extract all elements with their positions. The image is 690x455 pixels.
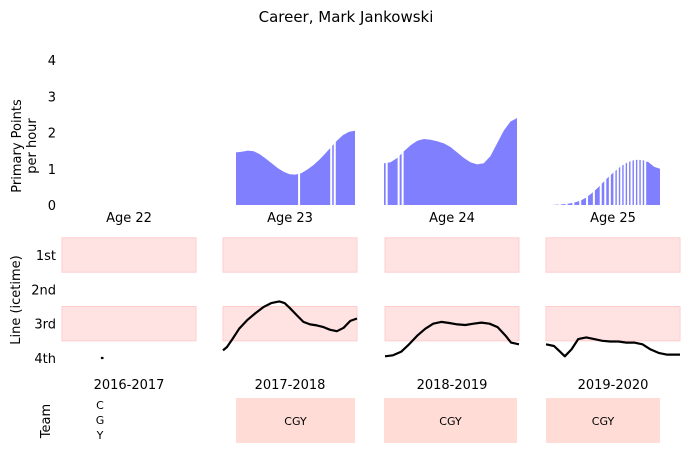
third-line-band	[61, 306, 197, 342]
team-name: CGY	[439, 415, 462, 428]
team-name: CGY	[592, 415, 615, 428]
team-y-label: Team	[39, 404, 54, 439]
season-panel: Age 22 2016-2017 CGY	[61, 211, 197, 442]
team-letter: Y	[96, 429, 104, 442]
season-panel: Age 23 2017-2018 CGY	[222, 60, 358, 443]
first-line-band	[222, 237, 358, 273]
line-y-tick-label: 3rd	[34, 318, 56, 333]
area-y-tick-label: 3	[48, 90, 56, 105]
first-line-band	[61, 237, 197, 273]
age-label: Age 24	[429, 211, 475, 226]
team-y-axis-label: Team	[39, 404, 54, 439]
line-y-label: Line (icetime)	[9, 255, 24, 345]
team-letter: G	[96, 414, 105, 427]
area-y-tick-label: 2	[48, 127, 56, 142]
team-letter: C	[96, 399, 104, 412]
season-label: 2018-2019	[417, 378, 488, 393]
line-y-ticks: 1st 2nd 3rd 4th	[31, 249, 56, 367]
area-y-tick-label: 0	[48, 199, 56, 214]
icetime-line	[384, 320, 520, 358]
area-y-label-line: per hour	[25, 118, 40, 174]
season-label: 2019-2020	[578, 378, 649, 393]
points-area	[546, 159, 660, 205]
season-label: 2016-2017	[94, 378, 165, 393]
team-name: CGY	[284, 415, 307, 428]
season-panel: Age 24 2018-2019 CGY	[384, 60, 520, 443]
area-y-tick-label: 4	[48, 54, 56, 69]
season-label: 2017-2018	[255, 378, 326, 393]
area-y-axis-label: Primary Points per hour	[10, 99, 40, 193]
icetime-line	[222, 300, 358, 352]
season-panel: Age 25 2019-2020 CGY	[545, 60, 681, 443]
age-label: Age 22	[106, 211, 152, 226]
team-box	[546, 398, 660, 443]
third-line-band	[545, 306, 681, 342]
line-y-tick-label: 4th	[34, 352, 56, 367]
team-box	[236, 398, 355, 443]
line-y-axis-label: Line (icetime)	[9, 255, 24, 345]
chart-title: Career, Mark Jankowski	[259, 8, 434, 26]
line-y-tick-label: 2nd	[31, 283, 56, 298]
line-y-tick-label: 1st	[36, 249, 56, 264]
area-y-tick-label: 1	[48, 163, 56, 178]
first-line-band	[384, 237, 520, 273]
icetime-line	[545, 336, 680, 358]
first-line-band	[545, 237, 681, 273]
team-box	[384, 398, 517, 443]
points-area	[384, 118, 517, 205]
points-area	[236, 130, 355, 205]
age-label: Age 23	[267, 211, 313, 226]
area-y-ticks: 0 1 2 3 4	[48, 54, 56, 214]
area-y-label-line: Primary Points	[10, 99, 25, 193]
age-label: Age 25	[590, 211, 636, 226]
